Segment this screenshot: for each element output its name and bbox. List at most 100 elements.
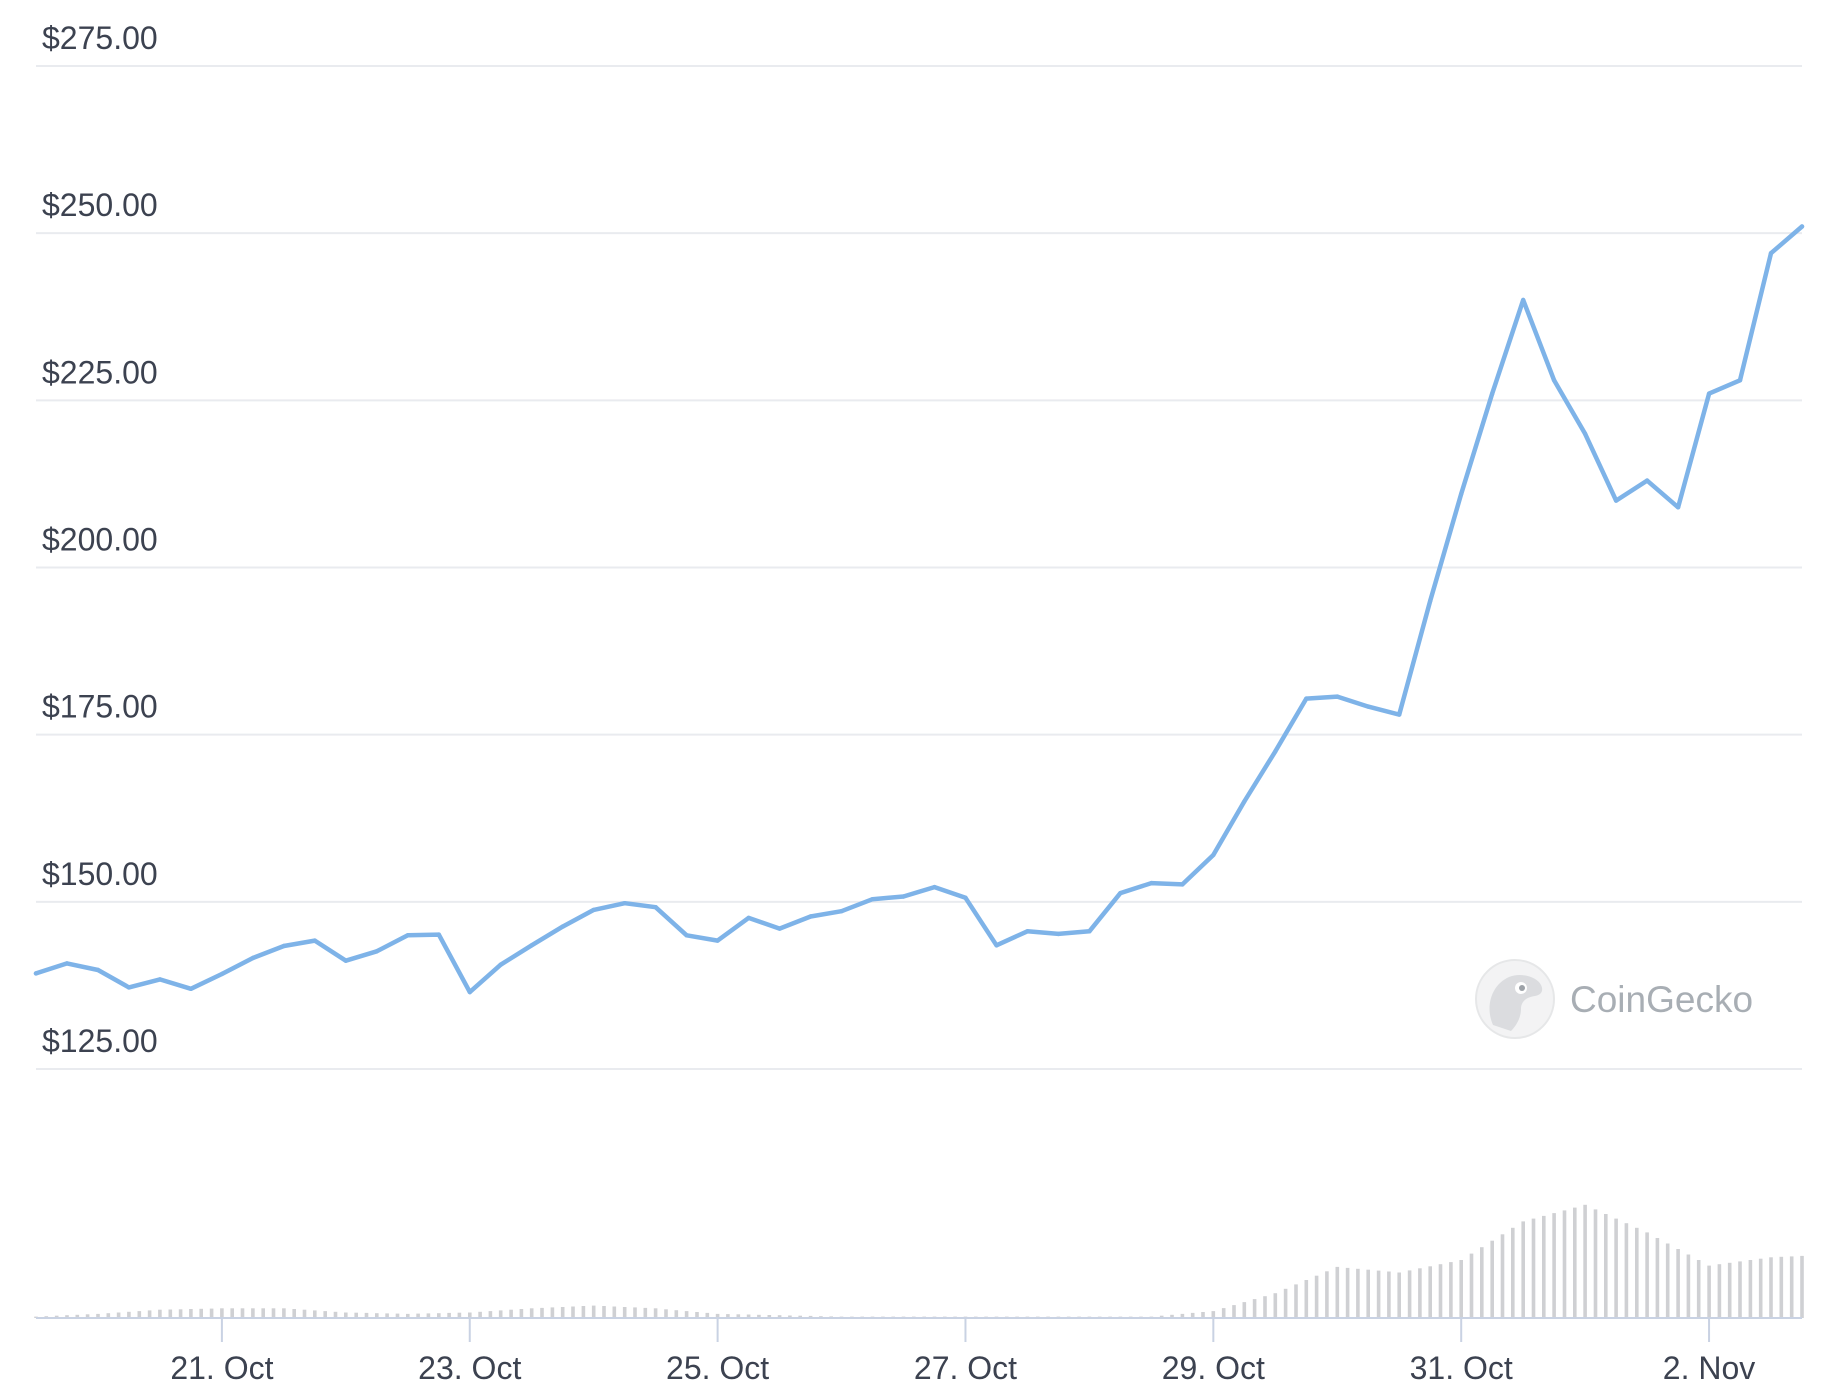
gecko-head-shape xyxy=(1489,974,1543,1031)
volume-bar xyxy=(1428,1266,1432,1319)
volume-bar xyxy=(643,1307,648,1318)
volume-bar xyxy=(1345,1267,1350,1318)
volume-bar xyxy=(1469,1253,1474,1318)
price-point xyxy=(1613,498,1619,503)
price-point xyxy=(994,943,999,948)
price-point xyxy=(343,958,348,963)
price-point xyxy=(1459,491,1464,497)
price-point xyxy=(1582,431,1588,436)
volume-bar xyxy=(395,1313,400,1318)
volume-bar xyxy=(1459,1260,1463,1318)
volume-bar xyxy=(344,1312,348,1318)
volume-bar xyxy=(1201,1312,1205,1318)
volume-bar xyxy=(684,1311,689,1318)
volume-bar xyxy=(302,1309,307,1318)
price-point xyxy=(777,926,782,931)
price-point xyxy=(1644,478,1650,483)
volume-bar xyxy=(653,1308,658,1318)
price-point xyxy=(219,971,225,977)
price-point xyxy=(1397,712,1402,717)
y-tick-label: $275.00 xyxy=(42,20,158,56)
volume-bar xyxy=(633,1307,637,1318)
price-point xyxy=(1675,505,1681,510)
volume-bar xyxy=(560,1307,565,1318)
y-tick-label: $200.00 xyxy=(42,522,158,558)
volume-bar xyxy=(736,1314,741,1318)
volume-bar xyxy=(498,1310,503,1318)
volume-bar xyxy=(1500,1234,1505,1318)
volume-bar xyxy=(1769,1257,1773,1318)
y-tick-label: $250.00 xyxy=(42,187,158,223)
price-point xyxy=(188,986,194,991)
volume-bar xyxy=(509,1309,513,1318)
volume-bar xyxy=(664,1309,668,1318)
volume-bar xyxy=(313,1310,317,1318)
volume-bar xyxy=(1531,1218,1536,1318)
volume-bar xyxy=(798,1315,802,1318)
volume-bar xyxy=(1314,1275,1319,1318)
volume-bar xyxy=(1779,1256,1784,1318)
volume-bar xyxy=(333,1311,338,1318)
volume-bar xyxy=(375,1313,379,1318)
volume-bar xyxy=(1252,1299,1257,1318)
volume-bar xyxy=(715,1313,720,1318)
volume-bar xyxy=(1655,1238,1660,1318)
volume-bar xyxy=(612,1306,617,1318)
volume-bar xyxy=(282,1308,286,1318)
volume-bar xyxy=(591,1305,596,1318)
volume-bar xyxy=(1645,1232,1649,1318)
price-point xyxy=(1366,704,1371,709)
price-point xyxy=(622,901,627,906)
volume-bar xyxy=(1789,1256,1794,1318)
volume-bar xyxy=(1190,1312,1195,1318)
y-axis: $125.00 $150.00 $175.00 $200.00 $225.00 $250.… xyxy=(42,20,158,1059)
x-tick-label: 31. Oct xyxy=(1410,1350,1513,1386)
x-axis: 21. Oct 23. Oct 25. Oct 27. Oct 29. Oct 31. O… xyxy=(36,1317,1802,1386)
price-line xyxy=(33,224,1805,995)
volume-bar xyxy=(1758,1258,1763,1318)
price-point xyxy=(963,895,968,900)
x-tick-label: 29. Oct xyxy=(1162,1350,1265,1386)
volume-bar xyxy=(1366,1269,1370,1318)
volume-bar xyxy=(1304,1280,1309,1318)
price-point xyxy=(684,933,689,938)
y-tick-label: $125.00 xyxy=(42,1023,158,1059)
price-point xyxy=(932,884,937,890)
price-point xyxy=(1118,890,1123,896)
volume-bar xyxy=(1573,1207,1577,1318)
volume-bar xyxy=(199,1308,203,1318)
price-point xyxy=(839,909,844,914)
price-point xyxy=(374,949,379,954)
volume-bar xyxy=(695,1312,699,1318)
price-point xyxy=(560,924,565,929)
price-point xyxy=(157,977,163,982)
volume-bar xyxy=(1552,1213,1556,1318)
volume-bar xyxy=(106,1313,111,1318)
volume-bar xyxy=(116,1312,121,1318)
price-point xyxy=(1211,852,1216,858)
volume-bar xyxy=(1521,1221,1525,1318)
volume-bar xyxy=(1232,1305,1236,1318)
volume-bar xyxy=(158,1309,162,1318)
price-point xyxy=(1706,391,1712,396)
volume-bar xyxy=(581,1306,586,1318)
volume-bar xyxy=(571,1306,575,1318)
volume-bar xyxy=(705,1312,710,1318)
price-point xyxy=(1335,694,1340,699)
price-point xyxy=(1799,224,1805,229)
price-point xyxy=(250,955,256,961)
price-point xyxy=(467,989,472,995)
y-tick-label: $175.00 xyxy=(42,689,158,725)
volume-bar xyxy=(1376,1270,1381,1318)
x-tick-label: 25. Oct xyxy=(666,1350,769,1386)
price-point xyxy=(715,938,720,943)
volume-bar xyxy=(1480,1247,1484,1318)
volume-bar xyxy=(468,1312,472,1318)
brand-name: CoinGecko xyxy=(1570,979,1753,1020)
y-tick-label: $225.00 xyxy=(42,354,158,390)
volume-bar xyxy=(529,1308,534,1318)
volume-bar xyxy=(788,1315,792,1318)
volume-bar xyxy=(240,1308,245,1318)
volume-bar xyxy=(437,1313,441,1318)
volume-bar xyxy=(416,1313,420,1318)
